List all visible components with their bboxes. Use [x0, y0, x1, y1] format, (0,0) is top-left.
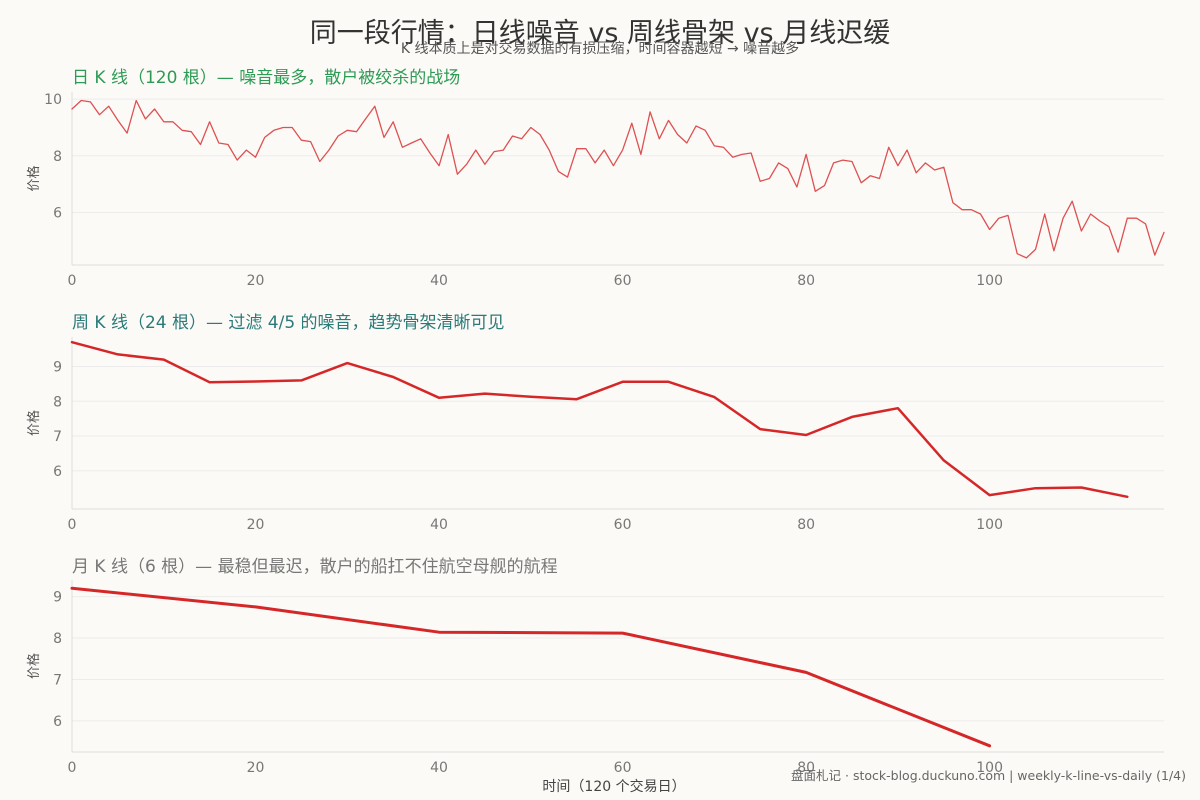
y-tick-label: 6: [53, 206, 62, 222]
x-tick-label: 20: [247, 273, 265, 289]
y-axis-label: 价格: [26, 165, 42, 191]
daily-price-line: [71, 99, 1165, 259]
y-tick-label: 7: [53, 672, 62, 688]
x-tick-label: 80: [797, 760, 815, 776]
x-tick-label: 80: [797, 517, 815, 533]
x-tick-label: 40: [430, 517, 448, 533]
x-tick-label: 20: [247, 760, 265, 776]
y-axis-label: 价格: [26, 653, 42, 679]
weekly-price-line: [70, 340, 1129, 499]
weekly-panel: 6 7 8 9 0 20 40 60 80 100 价格: [26, 337, 1164, 533]
y-tick-label: 8: [53, 394, 62, 410]
y-tick-label: 9: [53, 590, 62, 606]
x-tick-label: 0: [68, 517, 77, 533]
y-tick-label: 8: [53, 149, 62, 165]
x-tick-label: 100: [976, 517, 1003, 533]
y-tick-label: 9: [53, 360, 62, 376]
x-tick-label: 100: [976, 273, 1003, 289]
weekly-panel-title: 周 K 线（24 根）— 过滤 4/5 的噪音，趋势骨架清晰可见: [72, 313, 505, 333]
x-tick-label: 60: [614, 760, 632, 776]
x-tick-label: 60: [614, 517, 632, 533]
footer-credit: 盘面札记 · stock-blog.duckuno.com | weekly-k…: [791, 768, 1186, 783]
chart-subtitle: K 线本质上是对交易数据的有损压缩，时间容器越短 → 噪音越多: [400, 41, 800, 57]
x-axis-label: 时间（120 个交易日）: [542, 779, 686, 795]
x-tick-label: 60: [614, 273, 632, 289]
y-tick-label: 8: [53, 631, 62, 647]
x-tick-label: 40: [430, 760, 448, 776]
y-tick-label: 10: [44, 92, 62, 108]
y-tick-label: 6: [53, 464, 62, 480]
monthly-panel-title: 月 K 线（6 根）— 最稳但最迟，散户的船扛不住航空母舰的航程: [72, 557, 558, 577]
x-tick-label: 40: [430, 273, 448, 289]
monthly-price-line: [70, 586, 992, 748]
y-axis-label: 价格: [26, 410, 42, 436]
daily-panel-title: 日 K 线（120 根）— 噪音最多，散户被绞杀的战场: [72, 68, 461, 88]
x-tick-label: 100: [976, 760, 1003, 776]
x-tick-label: 80: [797, 273, 815, 289]
x-tick-label: 0: [68, 273, 77, 289]
y-tick-label: 6: [53, 714, 62, 730]
monthly-panel: 6 7 8 9 0 20 40 60 80 100 价格: [26, 580, 1164, 776]
x-tick-label: 0: [68, 760, 77, 776]
chart-title: 同一段行情：日线噪音 vs 周线骨架 vs 月线迟缓: [309, 18, 891, 49]
y-tick-label: 7: [53, 429, 62, 445]
x-tick-label: 20: [247, 517, 265, 533]
